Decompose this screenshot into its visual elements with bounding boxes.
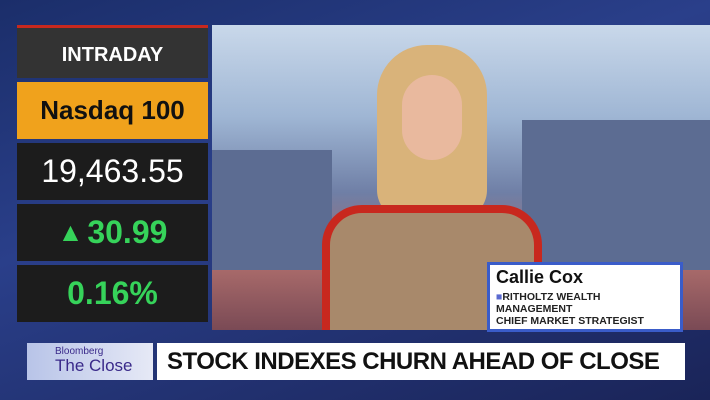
guest-title: CHIEF MARKET STRATEGIST [496, 315, 644, 327]
headline-banner: STOCK INDEXES CHURN AHEAD OF CLOSE [157, 343, 685, 380]
intraday-label: INTRADAY [17, 25, 208, 78]
guest-name: Callie Cox [496, 267, 584, 287]
brand-name: Bloomberg [55, 346, 104, 357]
guest-company: RITHOLTZ WEALTH MANAGEMENT [496, 291, 601, 315]
arrow-up-icon: ▲ [57, 217, 84, 247]
index-value: 19,463.55 [17, 143, 208, 200]
index-name: Nasdaq 100 [17, 82, 208, 139]
bullet-icon: ■ [496, 291, 503, 303]
market-ticker: INTRADAY Nasdaq 100 19,463.55 ▲ 30.99 0.… [17, 25, 208, 326]
index-percent: 0.16% [17, 265, 208, 322]
show-logo: Bloomberg The Close [27, 343, 153, 380]
index-change: ▲ 30.99 [17, 204, 208, 261]
city-skyline-right [522, 120, 710, 270]
lower-third: Callie Cox ■RITHOLTZ WEALTH MANAGEMENT CH… [487, 262, 683, 332]
city-skyline [212, 150, 332, 270]
show-name: The Close [55, 356, 133, 375]
